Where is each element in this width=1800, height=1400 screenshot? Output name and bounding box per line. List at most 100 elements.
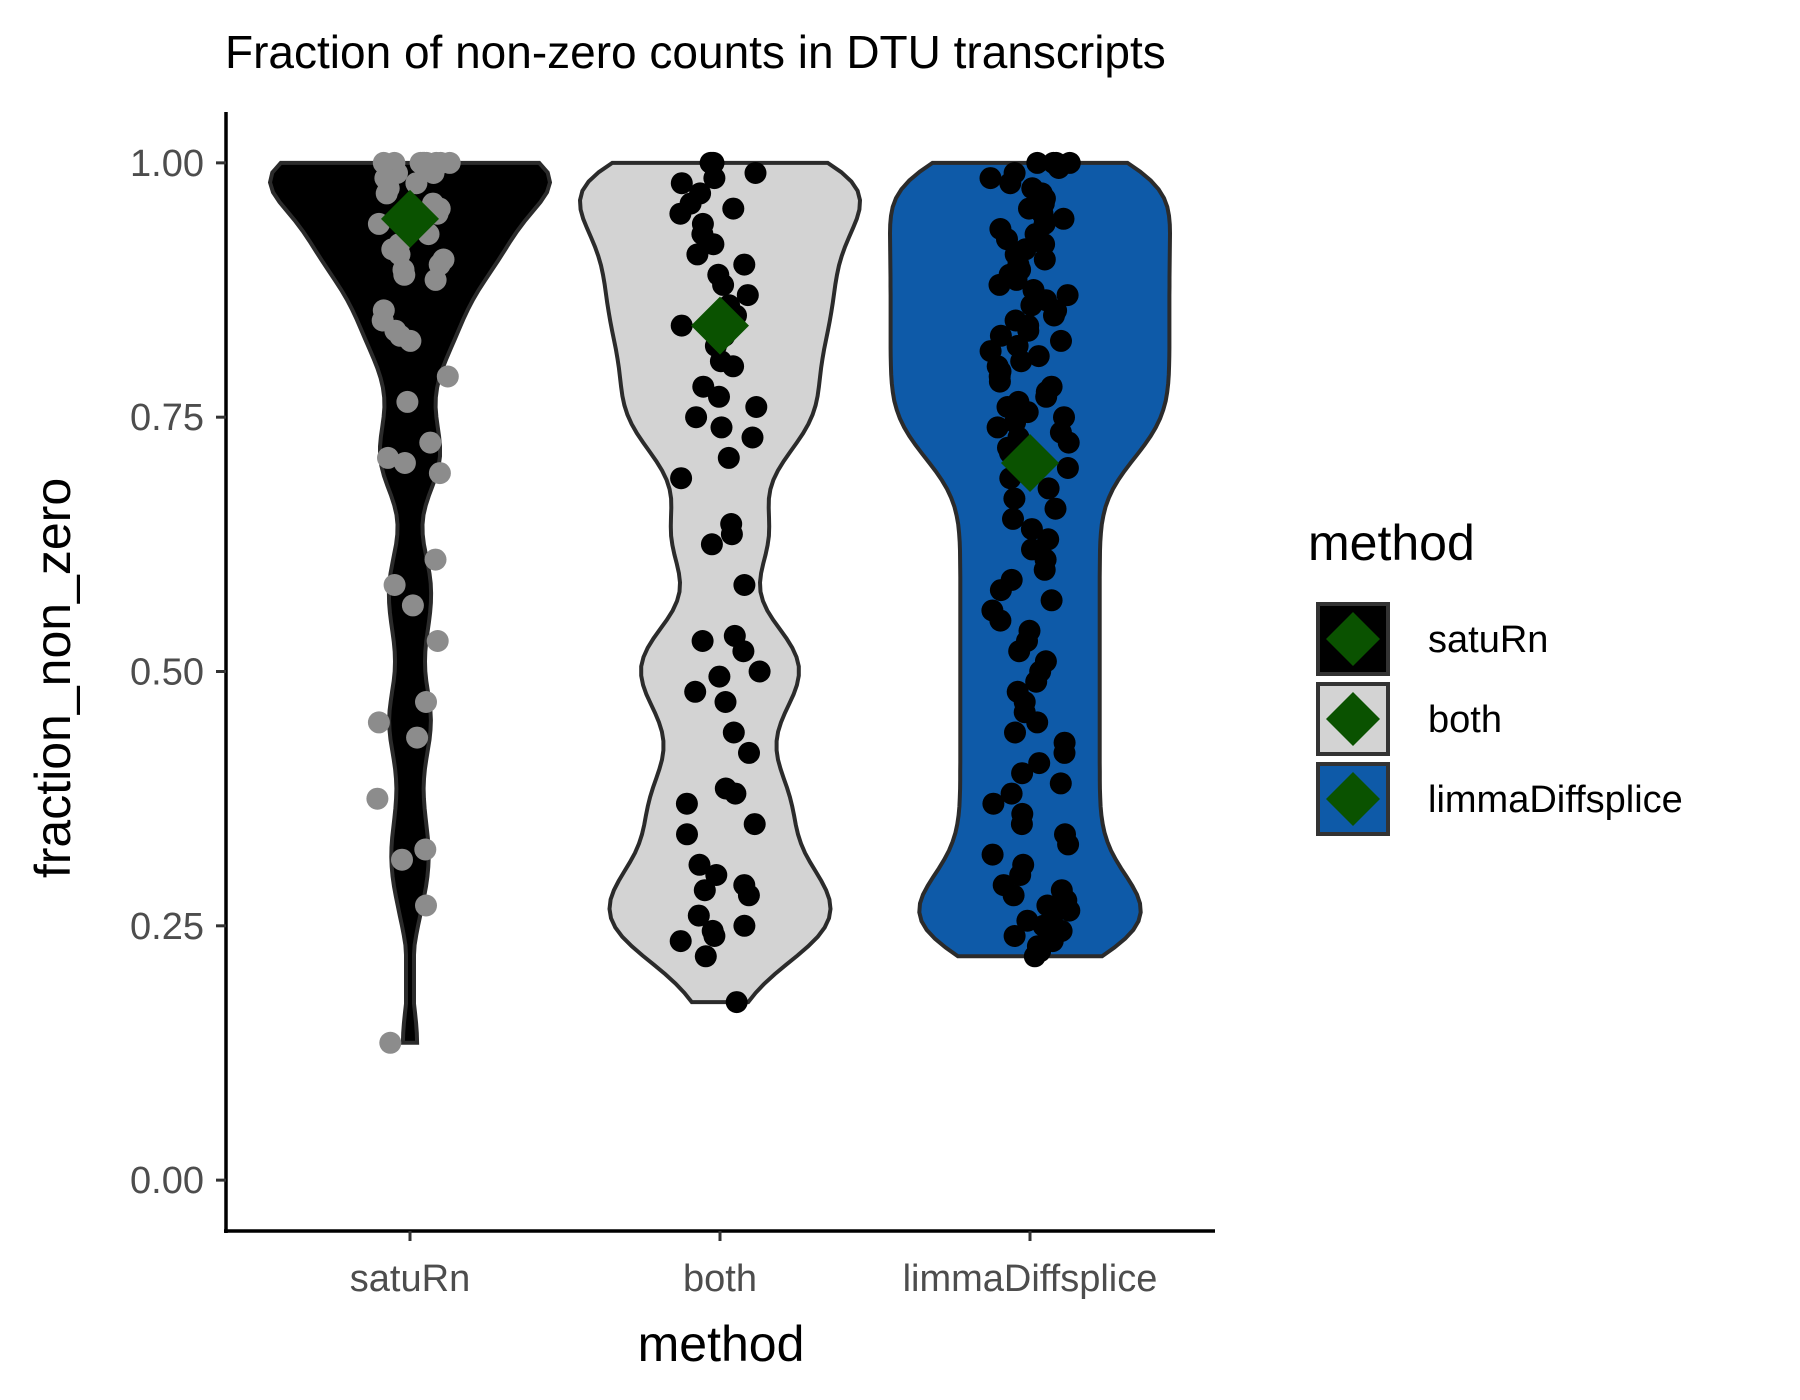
data-point-limmaDiffsplice [1026, 711, 1049, 734]
data-point-satuRn [406, 726, 429, 749]
data-point-limmaDiffsplice [1056, 457, 1079, 479]
data-point-both [722, 721, 745, 744]
data-point-satuRn [428, 462, 451, 485]
data-point-limmaDiffsplice [1005, 268, 1028, 291]
data-point-both [712, 273, 735, 296]
data-point-both [737, 884, 760, 907]
mean-marker-limmaDiffsplice [1001, 433, 1059, 492]
data-point-both [688, 853, 711, 876]
data-point-satuRn [399, 329, 422, 352]
data-point-limmaDiffsplice [988, 370, 1011, 393]
data-point-both [725, 991, 748, 1014]
data-point-both [733, 574, 756, 596]
data-point-limmaDiffsplice [989, 609, 1012, 632]
data-point-both [741, 426, 764, 449]
data-point-both [687, 904, 710, 927]
data-point-limmaDiffsplice [1025, 670, 1048, 693]
data-point-limmaDiffsplice [988, 273, 1011, 296]
data-point-limmaDiffsplice [1033, 558, 1056, 581]
data-point-satuRn [393, 452, 416, 474]
data-point-limmaDiffsplice [1049, 772, 1072, 795]
data-point-satuRn [366, 787, 389, 810]
data-point-satuRn [377, 446, 399, 469]
data-point-limmaDiffsplice [1057, 431, 1080, 454]
y-axis-ticks: 0.00 0.25 0.50 0.75 1.00 [130, 143, 226, 1202]
data-point-limmaDiffsplice [1020, 518, 1043, 541]
y-tick-label: 0.00 [130, 1160, 204, 1202]
data-point-limmaDiffsplice [1052, 207, 1075, 230]
data-point-limmaDiffsplice [1033, 248, 1056, 271]
data-point-limmaDiffsplice [1026, 151, 1049, 174]
mean-markers-layer [381, 189, 1059, 492]
data-point-both [748, 660, 771, 683]
data-point-limmaDiffsplice [1008, 640, 1031, 663]
data-point-both [684, 680, 707, 703]
data-point-both [732, 640, 755, 663]
data-point-limmaDiffsplice [1017, 319, 1040, 342]
legend: method satuRn both limmaDiffsplice [1308, 515, 1683, 836]
data-point-both [686, 243, 709, 266]
data-point-satuRn [436, 365, 459, 388]
data-point-limmaDiffsplice [999, 172, 1022, 195]
data-point-both [705, 864, 728, 886]
mean-marker-both [691, 296, 749, 355]
data-point-satuRn [415, 691, 437, 713]
data-point-limmaDiffsplice [1037, 528, 1060, 551]
data-point-both [736, 284, 759, 307]
data-point-satuRn [415, 894, 437, 917]
data-point-limmaDiffsplice [1027, 345, 1050, 368]
data-point-satuRn [426, 630, 449, 652]
data-point-satuRn [375, 182, 398, 205]
data-point-both [733, 253, 756, 276]
data-point-both [669, 930, 692, 953]
legend-title: method [1308, 515, 1475, 571]
y-tick-label: 0.25 [130, 906, 204, 948]
legend-label-satuRn: satuRn [1428, 619, 1548, 661]
data-point-both [670, 172, 693, 195]
data-point-satuRn [424, 548, 447, 571]
violin-both [577, 160, 863, 1005]
data-point-both [710, 416, 733, 439]
data-point-satuRn [414, 838, 437, 861]
y-tick-label: 0.75 [130, 397, 204, 439]
data-point-limmaDiffsplice [1009, 864, 1032, 886]
y-tick-label: 1.00 [130, 143, 204, 185]
data-point-limmaDiffsplice [1003, 925, 1026, 947]
x-axis-title: method [638, 1316, 805, 1372]
data-point-both [720, 523, 743, 546]
data-point-limmaDiffsplice [1043, 304, 1065, 327]
mean-marker-satuRn [381, 189, 439, 248]
data-point-limmaDiffsplice [979, 167, 1002, 190]
data-point-satuRn [393, 263, 416, 286]
data-point-limmaDiffsplice [1056, 284, 1079, 307]
data-point-satuRn [396, 390, 419, 413]
data-point-satuRn [401, 594, 424, 617]
data-point-satuRn [383, 574, 406, 596]
data-point-satuRn [422, 162, 445, 184]
legend-key-marker [1326, 772, 1380, 826]
data-point-limmaDiffsplice [1044, 497, 1067, 520]
data-point-satuRn [391, 848, 413, 871]
legend-label-both: both [1428, 699, 1502, 741]
data-point-limmaDiffsplice [986, 416, 1009, 439]
legend-key-marker [1326, 692, 1380, 746]
data-point-limmaDiffsplice [1011, 762, 1034, 785]
y-axis-title: fraction_non_zero [25, 478, 81, 878]
data-point-both [703, 925, 726, 947]
data-point-limmaDiffsplice [1020, 294, 1043, 317]
data-point-limmaDiffsplice [1053, 741, 1076, 764]
data-point-limmaDiffsplice [1002, 507, 1024, 530]
x-axis-ticks: satuRn both limmaDiffsplice [350, 1231, 1157, 1300]
data-point-both [692, 375, 715, 398]
data-point-limmaDiffsplice [1010, 350, 1033, 373]
data-point-limmaDiffsplice [1010, 813, 1033, 836]
x-tick-label: both [683, 1258, 757, 1300]
data-point-limmaDiffsplice [1000, 782, 1023, 805]
data-point-both [733, 914, 756, 937]
data-point-limmaDiffsplice [1037, 477, 1060, 500]
data-point-both [717, 446, 740, 469]
data-point-both [738, 741, 760, 764]
data-point-limmaDiffsplice [981, 843, 1004, 866]
data-point-limmaDiffsplice [982, 792, 1005, 815]
